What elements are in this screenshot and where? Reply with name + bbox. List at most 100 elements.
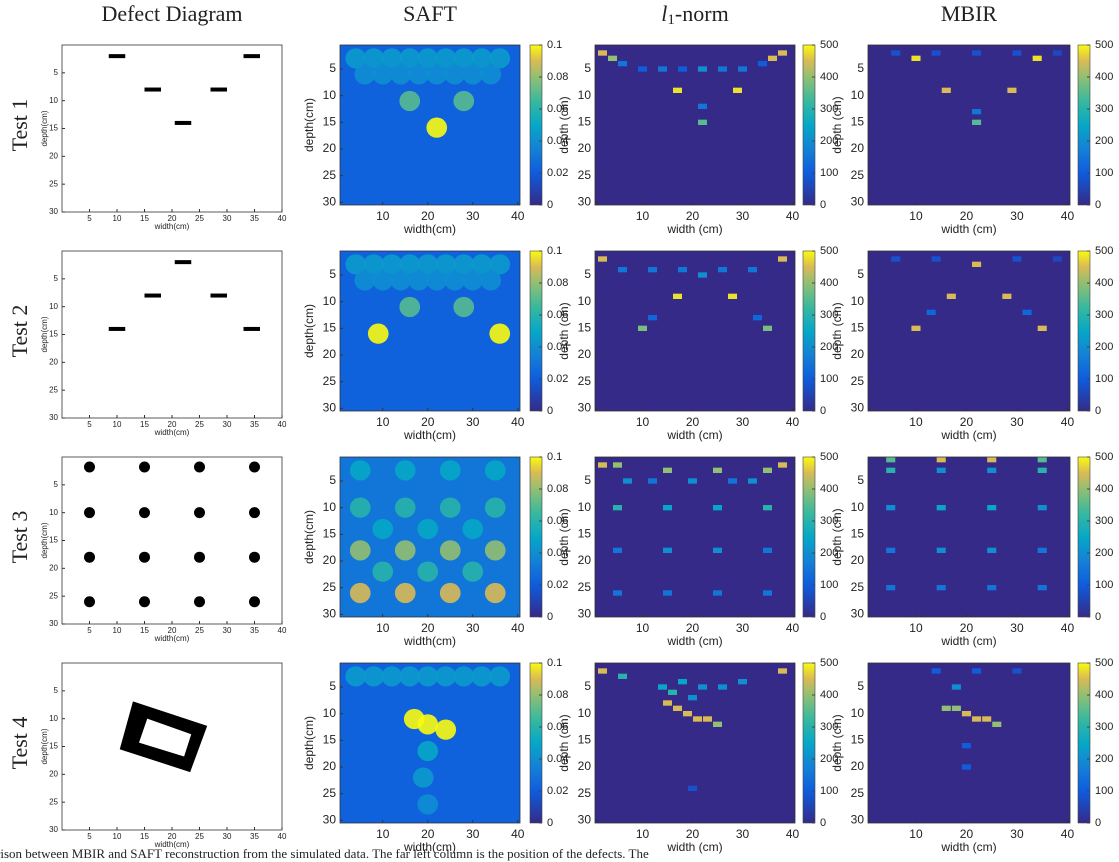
heatmap-cell (951, 705, 961, 711)
colorbar-tick-label: 0 (820, 199, 826, 211)
y-tick-label: 15 (851, 527, 865, 541)
colorbar (1077, 662, 1091, 824)
colorbar-tick-label: 0 (1095, 405, 1101, 417)
y-tick-label: 30 (49, 825, 58, 834)
colorbar (802, 662, 816, 824)
heatmap-cell (618, 61, 627, 67)
y-axis-label: depth (cm) (557, 302, 571, 359)
y-tick-label: 25 (578, 374, 592, 388)
heatmap-cell (678, 267, 687, 273)
defect-bar (210, 87, 227, 92)
heatmap-cell (936, 547, 946, 553)
heatmap-cell (648, 315, 657, 321)
y-tick-label: 20 (323, 141, 337, 155)
defect-rectangle (119, 701, 208, 773)
y-tick-label: 15 (49, 330, 58, 339)
plot-area (595, 251, 795, 411)
column-title: l1-norm (661, 1, 728, 28)
x-tick-label: 20 (960, 621, 974, 635)
colorbar-tick-label: 0.06 (547, 515, 568, 527)
x-tick-label: 40 (786, 621, 800, 635)
row-label: Test 2 (7, 305, 32, 358)
heatmap-spot (439, 540, 461, 561)
axes-frame (594, 250, 796, 412)
y-tick-label: 25 (323, 374, 337, 388)
heatmap-cell (623, 478, 632, 484)
x-tick-label: 20 (960, 415, 974, 429)
heatmap-spot (408, 270, 430, 291)
heatmap-cell (886, 585, 896, 591)
heatmap-cell (972, 261, 982, 267)
heatmap-background (595, 45, 795, 205)
heatmap-cell (886, 467, 896, 473)
heatmap-cell (738, 66, 747, 72)
heatmap-cell (733, 87, 742, 93)
colorbar-tick-label: 100 (820, 167, 838, 179)
y-tick-label: 5 (857, 679, 864, 693)
y-tick-label: 10 (851, 88, 865, 102)
y-tick-label: 5 (584, 267, 591, 281)
y-axis-label: depth (cm) (557, 714, 571, 771)
heatmap-spot (489, 323, 511, 344)
plot-bg (62, 457, 282, 624)
x-tick-label: 40 (278, 214, 287, 223)
heatmap-spot (345, 666, 367, 687)
colorbar-tick-label: 0.02 (547, 785, 568, 797)
heatmap-spot (390, 270, 412, 291)
x-axis-label: width (cm) (940, 840, 996, 854)
heatmap-cell (768, 55, 777, 61)
y-tick-label: 30 (49, 619, 58, 628)
y-tick-label: 15 (578, 321, 592, 335)
colorbar-tick-label: 500 (1095, 657, 1113, 669)
y-tick-label: 30 (49, 413, 58, 422)
x-tick-label: 20 (168, 832, 177, 841)
heatmap-spot (439, 460, 461, 481)
heatmap-cell (598, 50, 607, 56)
x-axis-label: width(cm) (154, 222, 190, 231)
heatmap-cell (1012, 256, 1022, 262)
colorbar-tick-label: 0.04 (547, 753, 568, 765)
y-tick-label: 10 (323, 706, 337, 720)
x-tick-label: 30 (736, 621, 750, 635)
x-tick-label: 20 (168, 214, 177, 223)
y-tick-label: 20 (578, 347, 592, 361)
y-tick-label: 10 (49, 302, 58, 311)
y-tick-label: 20 (851, 759, 865, 773)
y-tick-label: 15 (49, 124, 58, 133)
colorbar-tick-label: 0.02 (547, 373, 568, 385)
colorbar-tick-label: 100 (820, 579, 838, 591)
colorbar-tick-label: 200 (1095, 135, 1113, 147)
x-axis-label: width (cm) (666, 222, 722, 236)
colorbar-tick-label: 0.08 (547, 277, 568, 289)
heatmap-cell (763, 590, 772, 596)
x-tick-label: 10 (636, 827, 650, 841)
defect-dot (249, 596, 260, 608)
heatmap-cell (778, 256, 787, 262)
x-tick-label: 30 (223, 832, 232, 841)
heatmap-spot (394, 582, 416, 604)
axes-frame (594, 662, 796, 824)
axes-frame (867, 662, 1071, 824)
x-tick-label: 10 (636, 621, 650, 635)
colorbar (1077, 250, 1091, 412)
colorbar-tick-label: 400 (820, 483, 838, 495)
x-tick-label: 40 (511, 415, 525, 429)
y-tick-label: 25 (851, 374, 865, 388)
heatmap-cell (891, 50, 901, 56)
y-tick-label: 30 (578, 607, 592, 621)
x-tick-label: 20 (960, 827, 974, 841)
y-tick-label: 10 (578, 294, 592, 308)
colorbar-tick-label: 300 (1095, 721, 1113, 733)
heatmap-cell (931, 50, 941, 56)
colorbar-tick-label: 400 (1095, 483, 1113, 495)
heatmap-cell (961, 711, 972, 717)
title-sub: 1 (667, 12, 675, 28)
heatmap-cell (663, 547, 672, 553)
defect-dot (84, 551, 95, 563)
y-tick-label: 20 (323, 553, 337, 567)
y-tick-label: 20 (49, 563, 58, 572)
heatmap-cell (778, 462, 787, 468)
colorbar-tick-label: 0.02 (547, 167, 568, 179)
heatmap-cell (972, 716, 982, 722)
